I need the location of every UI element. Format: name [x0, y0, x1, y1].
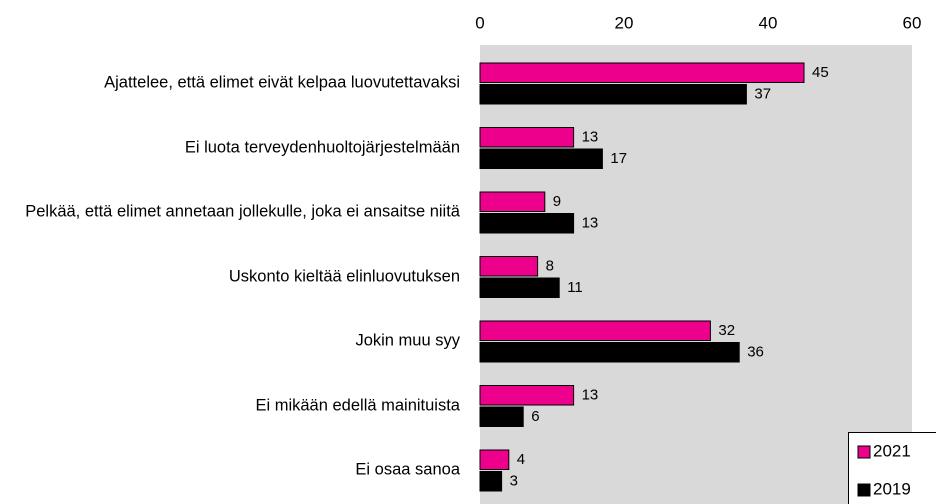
x-tick-label: 40 [759, 13, 778, 32]
bar [479, 84, 747, 105]
legend-label: 2019 [873, 479, 911, 498]
bar [479, 148, 603, 169]
value-label: 9 [553, 193, 561, 210]
category-label: Ei mikään edellä mainituista [255, 396, 460, 414]
value-label: 11 [567, 279, 583, 296]
legend-swatch [857, 483, 871, 497]
bar [479, 406, 524, 427]
bar [479, 471, 503, 492]
bar [479, 127, 575, 148]
x-tick-label: 60 [903, 13, 922, 32]
category-label: Pelkää, että elimet annetaan jollekulle,… [25, 202, 460, 221]
legend-swatch [857, 445, 871, 459]
value-label: 13 [582, 386, 599, 403]
bar [479, 62, 805, 83]
x-tick-label: 0 [475, 13, 484, 32]
legend-label: 2021 [873, 441, 911, 460]
value-label: 3 [510, 472, 518, 489]
bar [479, 449, 510, 470]
value-label: 32 [718, 322, 735, 339]
category-label: Jokin muu syy [355, 331, 460, 350]
category-label: Ei osaa sanoa [355, 460, 460, 479]
value-label: 13 [582, 128, 599, 145]
plot-area [480, 45, 912, 504]
x-tick-label: 20 [615, 13, 634, 32]
category-label: Ei luota terveydenhuoltojärjestelmään [184, 138, 460, 156]
value-label: 8 [546, 257, 554, 274]
category-label: Uskonto kieltää elinluovutuksen [228, 267, 460, 285]
value-label: 36 [747, 343, 764, 360]
bar [479, 256, 539, 277]
value-label: 45 [812, 64, 829, 81]
bar [479, 213, 575, 234]
value-label: 13 [582, 214, 599, 231]
bar [479, 277, 560, 298]
category-label: Ajattelee, että elimet eivät kelpaa luov… [104, 73, 460, 92]
value-label: 4 [517, 451, 525, 468]
bar [479, 191, 546, 212]
bar [479, 320, 711, 341]
bar [479, 342, 740, 363]
value-label: 17 [610, 150, 627, 167]
bar [479, 385, 575, 406]
value-label: 37 [754, 85, 771, 102]
value-label: 6 [531, 408, 539, 425]
